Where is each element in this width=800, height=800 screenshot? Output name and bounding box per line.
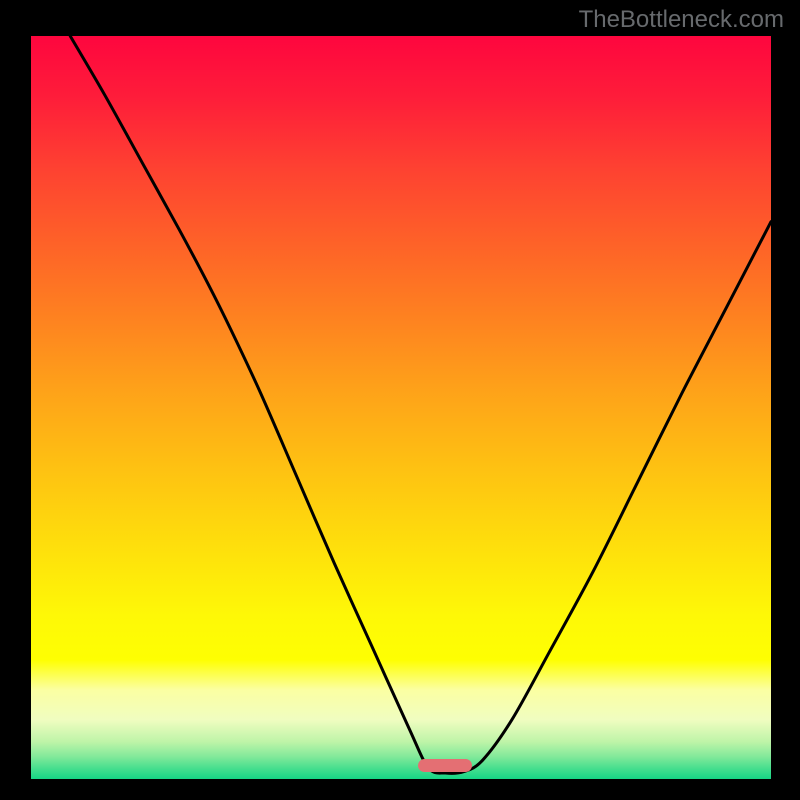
chart-container: TheBottleneck.com bbox=[0, 0, 800, 800]
watermark-text: TheBottleneck.com bbox=[579, 6, 784, 34]
curve-path bbox=[70, 36, 771, 773]
bottleneck-curve bbox=[31, 36, 771, 779]
plot-area bbox=[31, 36, 771, 779]
optimal-marker bbox=[418, 759, 472, 772]
